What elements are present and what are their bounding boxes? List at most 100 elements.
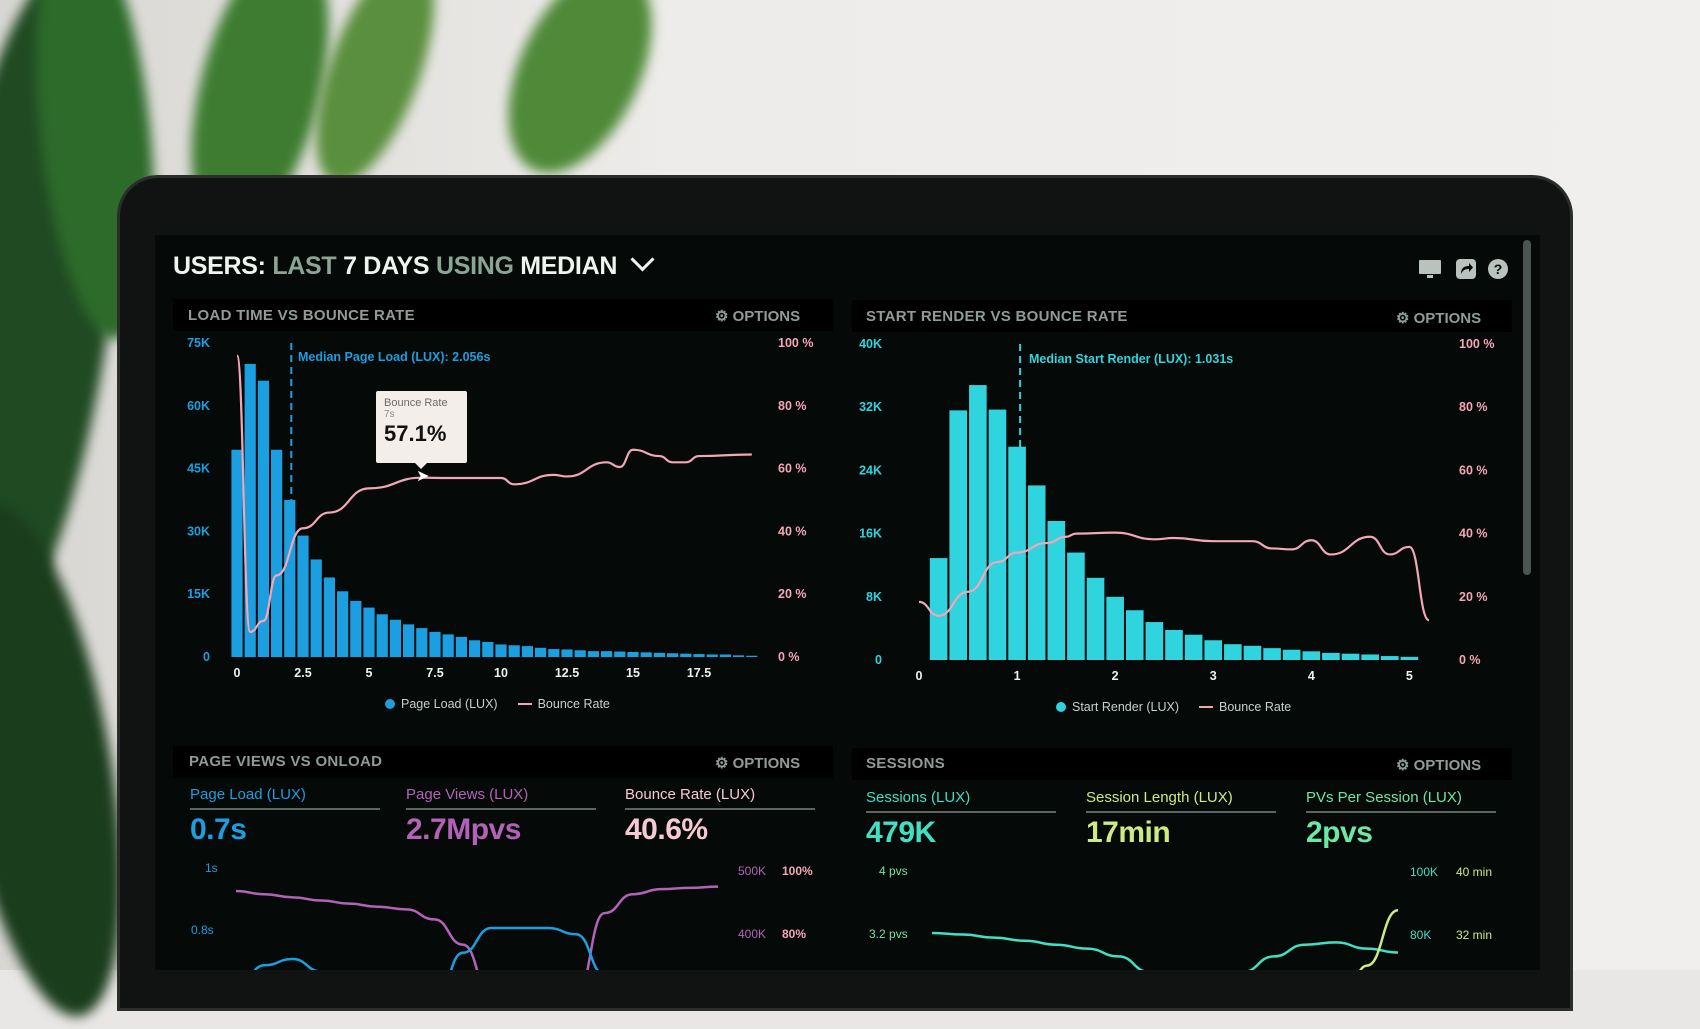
histogram-bar — [1204, 640, 1223, 660]
histogram-bar — [1243, 645, 1262, 660]
histogram-bar — [297, 535, 309, 657]
options-button[interactable]: ⚙ OPTIONS — [1396, 309, 1481, 327]
legend-bounce-rate[interactable]: Bounce Rate — [537, 697, 610, 711]
panel-header-load-time — [173, 299, 833, 331]
panel-title: LOAD TIME VS BOUNCE RATE — [188, 307, 415, 324]
histogram-bar — [257, 380, 269, 657]
histogram-bar — [442, 634, 454, 657]
options-label: OPTIONS — [1413, 757, 1482, 774]
options-label: OPTIONS — [1413, 310, 1482, 327]
legend-marker-start-render — [1056, 702, 1066, 712]
tooltip-pointer — [414, 462, 428, 469]
x-axis-tick: 7.5 — [426, 666, 443, 680]
histogram-bar — [310, 559, 322, 657]
options-button[interactable]: ⚙ OPTIONS — [715, 754, 800, 772]
x-axis-tick: 17.5 — [687, 666, 711, 680]
y2-axis-tick: 80 % — [778, 399, 807, 413]
y2-axis-tick: 100 % — [778, 336, 813, 350]
histogram-bar — [1400, 656, 1419, 660]
metric-value: 2pvs — [1306, 816, 1373, 849]
legend-marker-bounce — [517, 703, 532, 705]
metric-value: 2.7Mpvs — [406, 813, 521, 846]
scrollbar[interactable] — [1523, 240, 1531, 575]
tooltip-value: 57.1% — [384, 421, 447, 446]
histogram-bar — [521, 646, 533, 657]
help-icon[interactable]: ? — [1486, 257, 1510, 281]
histogram-bar — [680, 653, 692, 657]
axis-tick: 80% — [782, 927, 807, 941]
y2-axis-tick: 20 % — [778, 587, 807, 601]
chart-legend: Page Load (LUX) Bounce Rate — [385, 697, 610, 711]
metric-label: Sessions (LUX) — [866, 789, 971, 806]
histogram-bar — [548, 649, 560, 657]
histogram-bar — [284, 500, 296, 657]
histogram-bar — [1263, 648, 1281, 660]
metric-label: Session Length (LUX) — [1086, 789, 1233, 806]
title-last: LAST — [272, 252, 337, 280]
histogram-bar — [455, 636, 467, 657]
histogram-bar — [350, 600, 362, 657]
metric-label: PVs Per Session (LUX) — [1306, 789, 1462, 806]
x-axis-tick: 10 — [494, 666, 508, 680]
axis-tick: 100K — [1410, 865, 1439, 879]
monitor-icon[interactable] — [1418, 257, 1442, 281]
legend-bounce-rate[interactable]: Bounce Rate — [1218, 700, 1292, 714]
axis-tick: 3.2 pvs — [869, 927, 908, 941]
histogram-bar — [949, 410, 968, 660]
histogram-bar — [1302, 651, 1321, 660]
panel-title: START RENDER VS BOUNCE RATE — [866, 308, 1128, 325]
options-label: OPTIONS — [732, 755, 801, 772]
share-icon[interactable] — [1454, 257, 1478, 281]
histogram-bar — [429, 631, 441, 657]
histogram-bar — [614, 651, 626, 657]
options-label: OPTIONS — [732, 308, 801, 325]
histogram-bar — [969, 385, 987, 660]
x-axis-tick: 1 — [1014, 669, 1021, 683]
histogram-bar — [231, 449, 243, 657]
histogram-bar — [1106, 596, 1124, 660]
histogram-bar — [653, 652, 665, 657]
gear-icon: ⚙ — [1396, 310, 1414, 327]
legend-page-load[interactable]: Page Load (LUX) — [401, 697, 498, 711]
axis-tick: 4 pvs — [879, 864, 908, 878]
y-axis-tick: 75K — [187, 336, 210, 350]
histogram-bar — [1341, 653, 1360, 660]
panel-header-start-render — [852, 300, 1512, 332]
histogram-bar — [733, 655, 745, 657]
histogram-bar — [746, 655, 758, 657]
panel-header-sessions — [852, 748, 1512, 780]
options-button[interactable]: ⚙ OPTIONS — [1396, 756, 1481, 774]
histogram-bar — [1184, 634, 1203, 660]
x-axis-tick: 2 — [1112, 669, 1119, 683]
tooltip-x: 7s — [384, 409, 395, 420]
y-axis-tick: 45K — [187, 462, 210, 476]
x-axis-tick: 2.5 — [294, 666, 311, 680]
histogram-bar — [693, 654, 705, 657]
panel-title: SESSIONS — [866, 755, 946, 772]
median-label: Median Start Render (LUX): 1.031s — [1029, 352, 1234, 366]
histogram-bar — [469, 640, 481, 657]
y2-axis-tick: 0 % — [778, 650, 800, 664]
page-title[interactable]: USERS: LAST 7 DAYS USING MEDIAN — [173, 247, 655, 281]
histogram-bar — [508, 645, 520, 657]
series-line — [235, 885, 719, 970]
x-axis-tick: 0 — [234, 666, 241, 680]
histogram-bar — [719, 654, 731, 657]
histogram-bar — [706, 654, 718, 657]
axis-tick: 40 min — [1456, 865, 1493, 879]
title-period: 7 DAYS — [343, 252, 430, 280]
series-line — [1359, 909, 1399, 970]
gear-icon: ⚙ — [1396, 757, 1414, 774]
histogram-bar — [323, 577, 335, 657]
title-using: USING — [435, 252, 514, 280]
y-axis-tick: 30K — [187, 524, 210, 538]
histogram-bar — [1086, 577, 1105, 660]
histogram-bar — [667, 653, 679, 657]
options-button[interactable]: ⚙ OPTIONS — [715, 307, 800, 325]
histogram-bar — [1067, 552, 1085, 660]
metric-divider — [406, 808, 596, 810]
legend-start-render[interactable]: Start Render (LUX) — [1072, 700, 1179, 714]
metric-divider — [866, 811, 1056, 813]
metric-value: 0.7s — [190, 813, 247, 846]
y-axis-tick: 0 — [203, 650, 210, 664]
